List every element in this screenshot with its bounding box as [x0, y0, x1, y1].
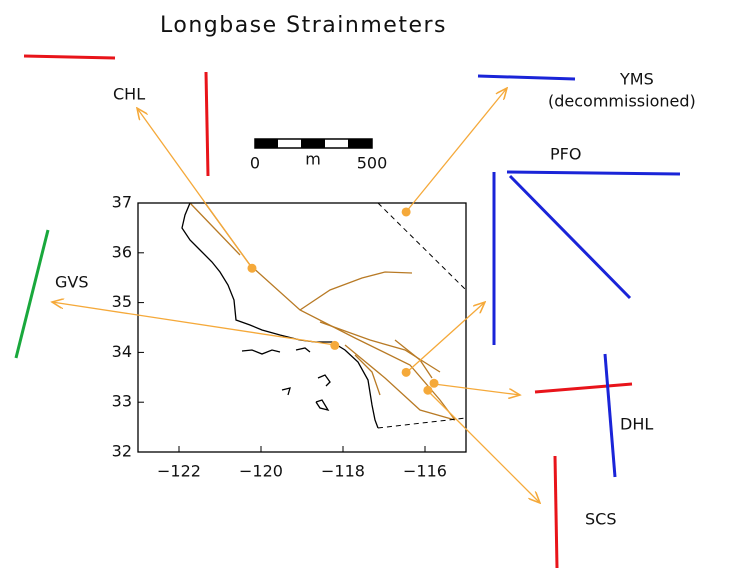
scale-unit: m [305, 150, 321, 169]
x-tick-label: −118 [321, 462, 365, 481]
station-label: DHL [620, 415, 653, 434]
station-label: YMS [619, 70, 654, 89]
y-tick-label: 37 [112, 193, 132, 212]
x-tick-label: −120 [239, 462, 283, 481]
scale-max: 500 [357, 154, 388, 173]
y-tick-label: 32 [112, 442, 132, 461]
station-label: CHL [113, 85, 145, 104]
y-tick-label: 35 [112, 292, 132, 311]
station-note: (decommissioned) [548, 92, 696, 111]
station-dot [401, 367, 411, 377]
station-label: PFO [550, 145, 581, 164]
x-tick-label: −122 [157, 462, 201, 481]
y-tick-label: 34 [112, 342, 132, 361]
map-content [137, 202, 467, 453]
scale-bar [254, 138, 373, 149]
station-dot [429, 378, 439, 388]
station-dot [401, 207, 411, 217]
scale-min: 0 [250, 154, 260, 173]
x-tick-label: −116 [403, 462, 447, 481]
y-tick-label: 36 [112, 242, 132, 261]
y-tick-label: 33 [112, 392, 132, 411]
station-dot [330, 340, 340, 350]
station-dot [247, 263, 257, 273]
station-arrows [52, 88, 540, 503]
station-dot [423, 385, 433, 395]
strainmeter-lines [14, 54, 681, 569]
title: Longbase Strainmeters [160, 13, 447, 38]
station-label: SCS [585, 510, 616, 529]
station-label: GVS [55, 273, 89, 292]
